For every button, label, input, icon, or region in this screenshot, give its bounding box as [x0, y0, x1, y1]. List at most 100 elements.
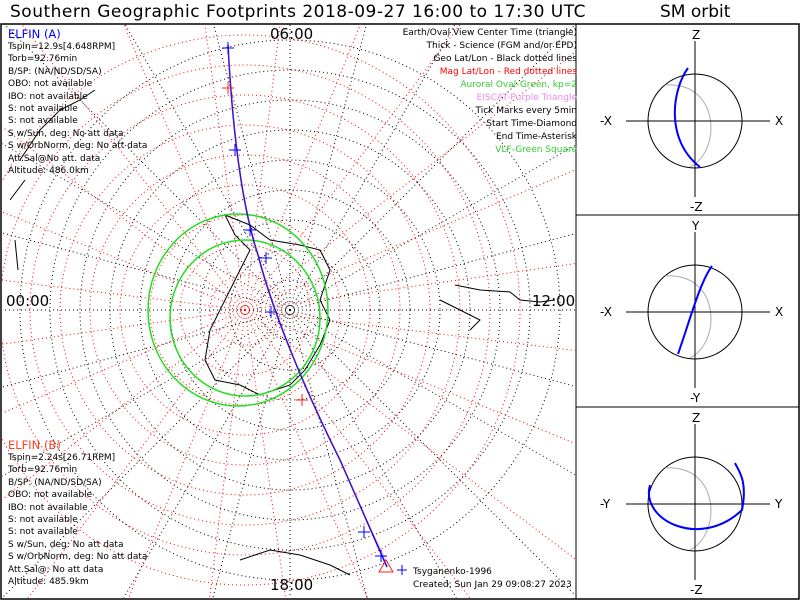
frame: [0, 23, 800, 600]
local-time-right: 12:00: [532, 292, 576, 310]
orbit-backside: [664, 275, 712, 359]
geo-lon-line: [212, 309, 291, 598]
geo-lon-line: [124, 24, 291, 311]
geo-lat-circle: [79, 99, 501, 521]
geo-lon-line: [289, 309, 575, 596]
info-line: Altitude: 486.0km: [8, 166, 89, 177]
legend-item: Mag Lat/Lon - Red dotted lines: [439, 67, 577, 77]
geo-lat-circle: [139, 159, 441, 461]
antarctica-outline: [204, 214, 331, 396]
auroral-oval-inner: [169, 239, 321, 397]
info-line: OBO: not available: [8, 490, 93, 501]
axis-label-left: -X: [600, 114, 612, 128]
orbit-path: [673, 67, 701, 168]
mag-lat-circle: [89, 154, 401, 466]
axis-label-left: -X: [600, 305, 612, 319]
axis-label-bottom: -Z: [690, 200, 703, 214]
coastline: [439, 284, 556, 331]
info-line: Torb=92.76min: [8, 465, 78, 476]
info-line: S w/OrbNorm, deg: No att data: [8, 141, 148, 152]
elfin-b-track: [227, 44, 391, 568]
mag-lon-line: [244, 309, 368, 598]
orbit-backside: [664, 467, 712, 551]
geo-lon-line: [289, 24, 368, 311]
axis-label-top: Z: [692, 411, 700, 425]
geo-lon-line: [2, 232, 291, 311]
elfin-b-ticks: [222, 82, 308, 406]
info-line: Tspin=2.24s[26.71RPM]: [8, 453, 116, 463]
mag-lon-line: [244, 309, 575, 352]
geo-lon-line: [212, 24, 291, 311]
geo-lon-line: [289, 309, 575, 475]
info-line: S w/OrbNorm, deg: No att data: [8, 552, 148, 563]
geo-lat-circle: [19, 39, 561, 581]
axis-label-left: -Y: [600, 497, 611, 511]
geo-lat-circle: [199, 219, 381, 401]
mag-lon-line: [244, 309, 471, 598]
mag-lon-line: [244, 169, 575, 311]
legend-item: VLF-Green Square: [495, 145, 577, 155]
legend-item: Start Time-Diamond: [486, 119, 577, 129]
elfin-a-name: ELFIN (A): [8, 27, 61, 41]
orbit-path: [677, 265, 713, 355]
mag-lon-line: [244, 309, 575, 444]
created-timestamp: Created: Sun Jan 29 09:08:27 2023: [413, 580, 572, 590]
tick-marks: [222, 42, 407, 575]
info-line: S: not available: [8, 527, 78, 538]
info-line: Torb=92.76min: [8, 54, 78, 65]
sm-orbit-panel: Z -Z -Y Y: [600, 411, 783, 597]
mag-lon-line: [27, 309, 246, 598]
continents: [9, 89, 556, 576]
legend-item: Thick - Science (FGM and/or EPD): [426, 41, 577, 51]
info-line: Altitude: 485.9km: [8, 577, 89, 588]
info-line: S: not available: [8, 104, 78, 115]
sm-orbit-panel: Z -Z -X X: [600, 28, 783, 214]
mag-lon-line: [244, 309, 286, 598]
axis-label-right: Y: [774, 497, 783, 511]
model-credit: Tsyganenko-1996: [413, 567, 492, 577]
info-line: B/SP: (NA/ND/SD/SA): [8, 66, 102, 77]
mag-lat-circle: [2, 34, 521, 586]
lat-lon-grid: [2, 24, 575, 598]
geo-lon-line: [289, 309, 368, 598]
info-line: Att.Sal@: No att data: [8, 564, 104, 575]
geo-lon-line: [123, 309, 291, 598]
view-center-triangle: [378, 559, 394, 573]
page-title: Southern Geographic Footprints 2018-09-2…: [10, 2, 587, 22]
mag-lon-line: [244, 51, 575, 311]
legend: Earth/Oval View Center Time (triangle) Th…: [403, 27, 577, 157]
mag-lon-line: [244, 309, 575, 560]
mag-lon-line: [21, 24, 246, 311]
sm-orbit-panel: Y -Y -X X: [600, 219, 783, 405]
info-line: S w/Sun, deg: No att data: [8, 539, 124, 550]
axis-label-right: X: [775, 305, 783, 319]
info-line: OBO: not available: [8, 79, 93, 90]
legend-item: Geo Lat/Lon - Black dotted lines: [433, 54, 577, 64]
auroral-oval-outer: [147, 213, 329, 407]
coastline: [9, 89, 96, 271]
geo-lon-line: [289, 309, 575, 387]
elfin-b-info: ELFIN (B) Tspin=2.24s[26.71RPM] Torb=92.7…: [8, 438, 147, 588]
info-line: B/SP: (NA/ND/SD/SA): [8, 477, 102, 488]
axis-label-bottom: -Y: [690, 391, 701, 405]
orbit-backside: [664, 84, 712, 168]
mag-lon-line: [2, 279, 246, 311]
legend-item: Tick Marks every 5min: [475, 106, 577, 116]
info-line: S: not available: [8, 116, 78, 127]
info-line: IBO: not available: [8, 91, 88, 102]
orbit-path: [647, 462, 745, 530]
legend-item: EISCAT-Purple Triangle: [476, 93, 577, 103]
sm-orbit-title: SM orbit: [660, 2, 731, 22]
geo-lon-line: [2, 309, 291, 388]
mag-lon-line: [2, 309, 246, 501]
mag-lon-line: [2, 309, 246, 414]
local-time-top: 06:00: [270, 25, 314, 43]
mag-lon-line: [2, 126, 246, 311]
axis-label-top: Y: [691, 219, 700, 233]
legend-item: End Time-Asterisk: [495, 132, 577, 142]
axis-label-right: X: [775, 114, 783, 128]
legend-item: Auroral Oval-Green, kp=2: [460, 80, 577, 90]
elfin-a-info: ELFIN (A) Tspin=12.9s[4.648RPM] Torb=92.7…: [8, 27, 147, 177]
info-line: Tspin=12.9s[4.648RPM]: [8, 42, 116, 52]
